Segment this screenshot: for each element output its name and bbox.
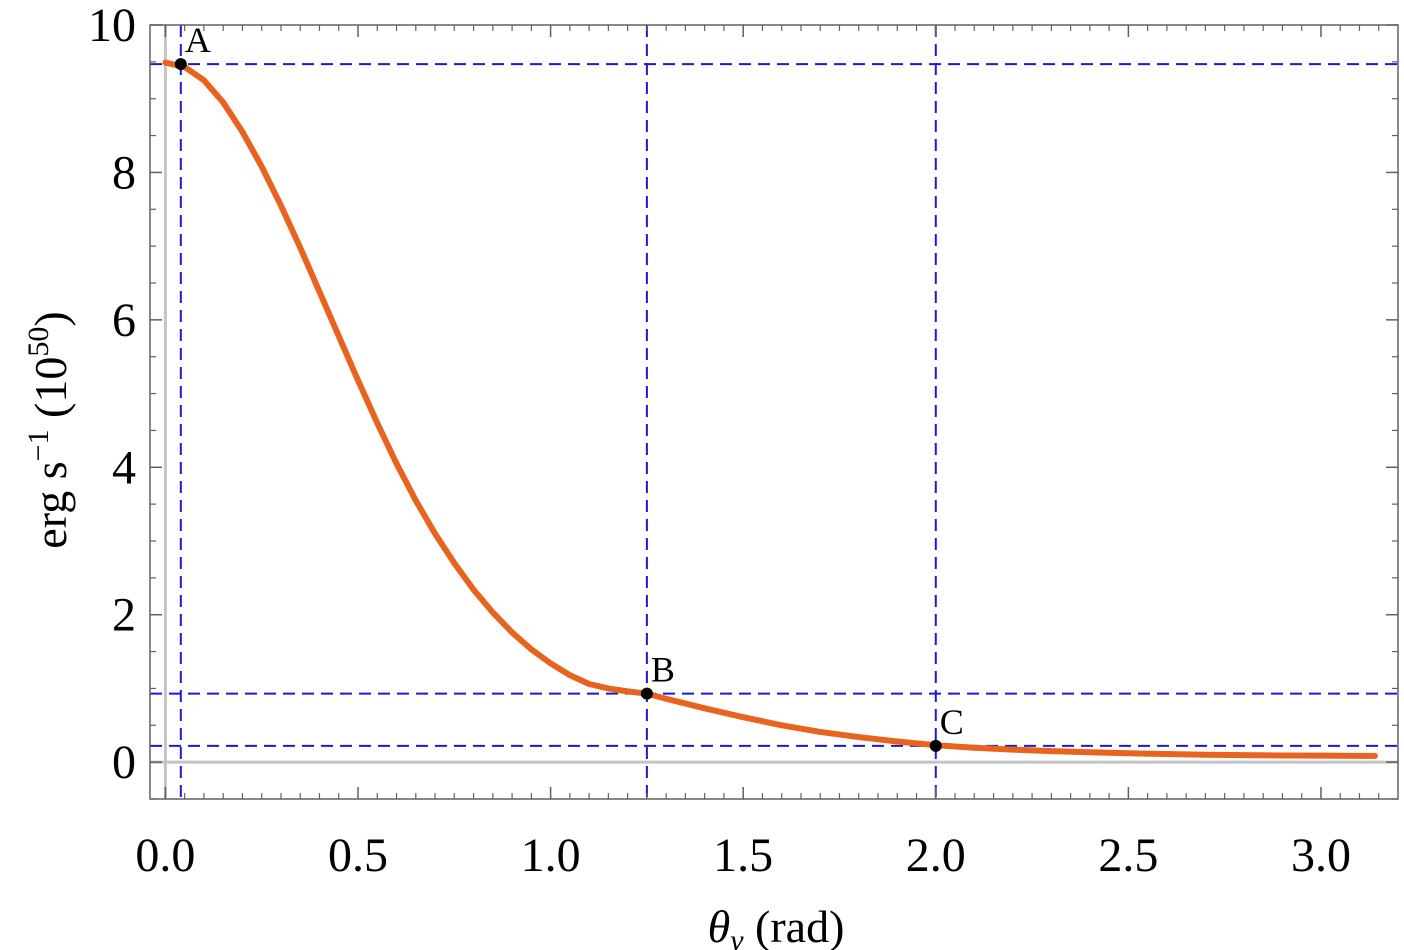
y-axis-base: erg s — [25, 461, 76, 548]
x-axis-unit: (rad) — [755, 901, 844, 950]
y-tick-label: 4 — [112, 441, 136, 494]
y-tick-label: 2 — [112, 589, 136, 642]
reference-lines — [150, 25, 1398, 799]
y-tick-label: 8 — [112, 146, 136, 199]
marked-points: A B C — [174, 20, 964, 752]
y-axis-title: erg s−1 (1050) — [22, 311, 76, 548]
tick-labels: 0.0 0.5 1.0 1.5 2.0 2.5 3.0 0 2 4 6 8 10 — [88, 0, 1351, 882]
x-tick-label: 0.5 — [328, 829, 388, 882]
x-axis-symbol: θ — [708, 901, 731, 950]
series-line-0 — [162, 59, 1378, 759]
y-axis-scale-prefix: (10 — [25, 357, 76, 418]
x-tick-label: 3.0 — [1291, 829, 1351, 882]
y-axis-scale-exponent: 50 — [22, 327, 55, 357]
zero-axes — [150, 25, 1398, 799]
y-tick-label: 6 — [112, 294, 136, 347]
curve-layer — [162, 59, 1378, 759]
point-c — [929, 739, 942, 752]
x-axis-title: θv (rad) — [708, 901, 845, 950]
y-tick-label: 10 — [88, 0, 136, 52]
x-tick-label: 2.5 — [1098, 829, 1158, 882]
point-b — [640, 687, 653, 700]
x-tick-label: 1.5 — [713, 829, 773, 882]
point-label-b: B — [651, 650, 675, 690]
point-a — [174, 58, 187, 71]
x-axis-subscript: v — [730, 924, 744, 950]
point-label-c: C — [940, 702, 964, 742]
x-tick-label: 0.0 — [135, 829, 195, 882]
x-tick-label: 2.0 — [906, 829, 966, 882]
point-label-a: A — [185, 20, 211, 60]
y-tick-label: 0 — [112, 736, 136, 789]
axis-ticks — [150, 24, 1398, 800]
x-tick-label: 1.0 — [521, 829, 581, 882]
y-axis-scale-suffix: ) — [25, 311, 76, 326]
plot-frame — [149, 24, 1399, 800]
y-axis-exponent: −1 — [22, 429, 55, 461]
